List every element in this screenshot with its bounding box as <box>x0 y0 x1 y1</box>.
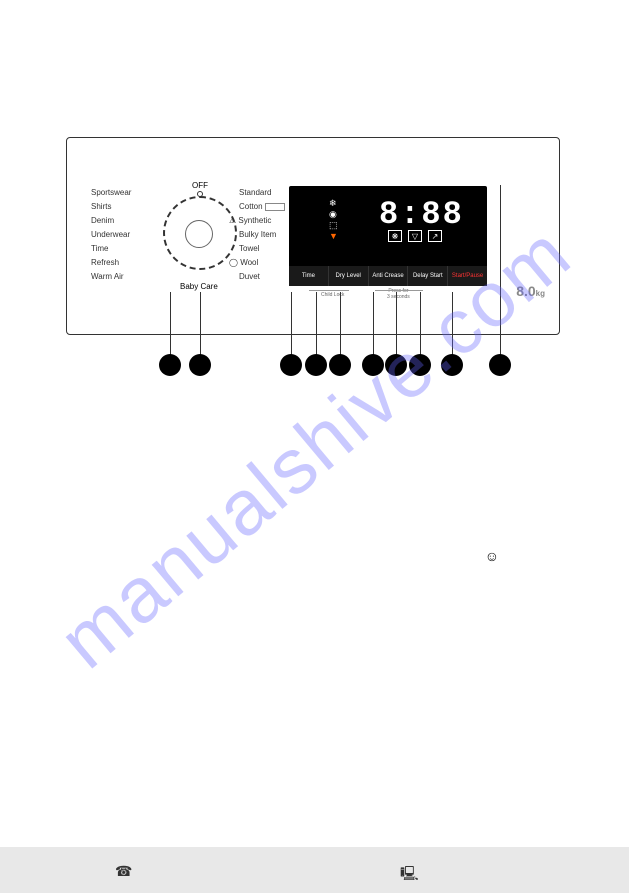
program-wool: ◯ Wool <box>229 258 258 267</box>
delaystart-button[interactable]: Delay Start <box>408 266 448 286</box>
off-label: OFF <box>192 181 208 190</box>
callout-dot <box>441 354 463 376</box>
program-standard: Standard <box>239 188 271 197</box>
callout-dot <box>489 354 511 376</box>
babycare-label: Baby Care <box>180 282 218 291</box>
program-bulky: Bulky Item <box>239 230 276 239</box>
program-shirts: Shirts <box>91 202 111 211</box>
callout-dot <box>305 354 327 376</box>
panel-content: Sportswear Shirts Denim Underwear Time R… <box>67 148 559 326</box>
anticrease-button[interactable]: Anti Crease <box>369 266 409 286</box>
program-time: Time <box>91 244 108 253</box>
program-knob[interactable] <box>185 220 213 248</box>
callout-dot <box>385 354 407 376</box>
program-denim: Denim <box>91 216 114 225</box>
callout-line <box>500 185 501 365</box>
childlock-connector <box>309 290 349 291</box>
refresh-decorative-icon: ☺ <box>485 548 499 564</box>
display-button-row: Time Dry Level Anti Crease Delay Start S… <box>289 266 487 286</box>
phone-icon: ☎ <box>115 863 132 880</box>
program-refresh: Refresh <box>91 258 119 267</box>
capacity-label: 8.0kg <box>516 283 545 299</box>
startpause-button[interactable]: Start/Pause <box>448 266 487 286</box>
program-duvet: Duvet <box>239 272 260 281</box>
callout-dot <box>189 354 211 376</box>
program-cotton: Cotton <box>239 202 285 211</box>
display-time: 8:88 <box>379 196 464 233</box>
program-towel: Towel <box>239 244 259 253</box>
display-screen: ❄◉⬚▼ 8:88 ❋▽↗ Time Dry Level Anti Crease… <box>289 186 487 286</box>
callout-dot <box>362 354 384 376</box>
program-sportswear: Sportswear <box>91 188 131 197</box>
display-status-icons: ❄◉⬚▼ <box>329 198 338 242</box>
computer-icon: 🖳 <box>400 863 419 887</box>
program-warmair: Warm Air <box>91 272 124 281</box>
control-panel: Sportswear Shirts Denim Underwear Time R… <box>66 137 560 335</box>
callout-dot <box>280 354 302 376</box>
display-mode-icons: ❋▽↗ <box>385 230 445 242</box>
time-button[interactable]: Time <box>289 266 329 286</box>
drylevel-button[interactable]: Dry Level <box>329 266 369 286</box>
press3s-connector <box>375 290 423 291</box>
page-footer: ☎ 🖳 <box>0 847 629 893</box>
program-underwear: Underwear <box>91 230 130 239</box>
callout-dot <box>159 354 181 376</box>
callout-dot <box>329 354 351 376</box>
callout-dot <box>409 354 431 376</box>
